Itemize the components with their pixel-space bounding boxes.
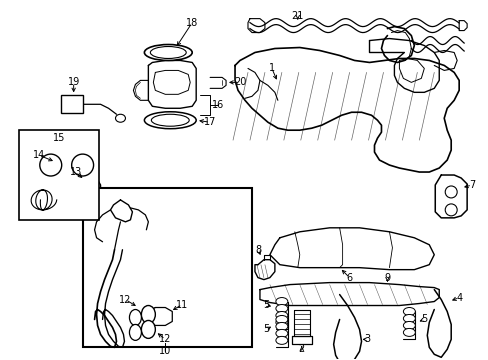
- Bar: [61, 95, 82, 113]
- Text: 4: 4: [455, 293, 461, 302]
- Text: 20: 20: [233, 77, 245, 87]
- Text: 5: 5: [420, 314, 427, 324]
- Text: 11: 11: [176, 300, 188, 310]
- Ellipse shape: [275, 315, 287, 323]
- Ellipse shape: [403, 321, 414, 329]
- Ellipse shape: [444, 204, 456, 216]
- Ellipse shape: [444, 186, 456, 198]
- Text: 6: 6: [346, 273, 352, 283]
- Text: 19: 19: [67, 77, 80, 87]
- Ellipse shape: [275, 323, 287, 330]
- Ellipse shape: [275, 319, 287, 327]
- Ellipse shape: [129, 310, 141, 325]
- Text: 7: 7: [468, 180, 474, 190]
- Text: 18: 18: [186, 18, 198, 28]
- Ellipse shape: [40, 154, 61, 176]
- Ellipse shape: [144, 45, 192, 60]
- Text: 8: 8: [254, 245, 261, 255]
- Ellipse shape: [129, 324, 141, 340]
- Ellipse shape: [275, 329, 287, 337]
- Ellipse shape: [403, 315, 414, 323]
- Text: 13: 13: [69, 167, 81, 177]
- Ellipse shape: [275, 336, 287, 345]
- Text: 10: 10: [159, 346, 171, 356]
- Text: 5: 5: [262, 300, 268, 310]
- Bar: [82, 188, 251, 347]
- Ellipse shape: [275, 298, 287, 306]
- Text: 17: 17: [203, 117, 216, 127]
- Ellipse shape: [403, 328, 414, 336]
- Bar: [19, 130, 99, 220]
- Ellipse shape: [150, 46, 186, 58]
- Text: 21: 21: [291, 11, 304, 21]
- Ellipse shape: [141, 306, 155, 323]
- Ellipse shape: [144, 112, 196, 129]
- Ellipse shape: [403, 307, 414, 315]
- Text: 12: 12: [119, 294, 131, 305]
- Text: 2: 2: [298, 345, 305, 354]
- Text: 15: 15: [52, 133, 65, 143]
- Ellipse shape: [275, 311, 287, 319]
- Text: 12: 12: [159, 334, 171, 345]
- Ellipse shape: [141, 320, 155, 338]
- Ellipse shape: [151, 114, 189, 126]
- Ellipse shape: [72, 154, 93, 176]
- Text: 3: 3: [364, 334, 370, 345]
- Text: 14: 14: [33, 150, 45, 160]
- Text: 5: 5: [262, 324, 268, 334]
- Ellipse shape: [115, 114, 125, 122]
- Text: 9: 9: [384, 273, 390, 283]
- Ellipse shape: [275, 305, 287, 312]
- Text: 1: 1: [268, 63, 274, 73]
- Text: 16: 16: [211, 100, 224, 110]
